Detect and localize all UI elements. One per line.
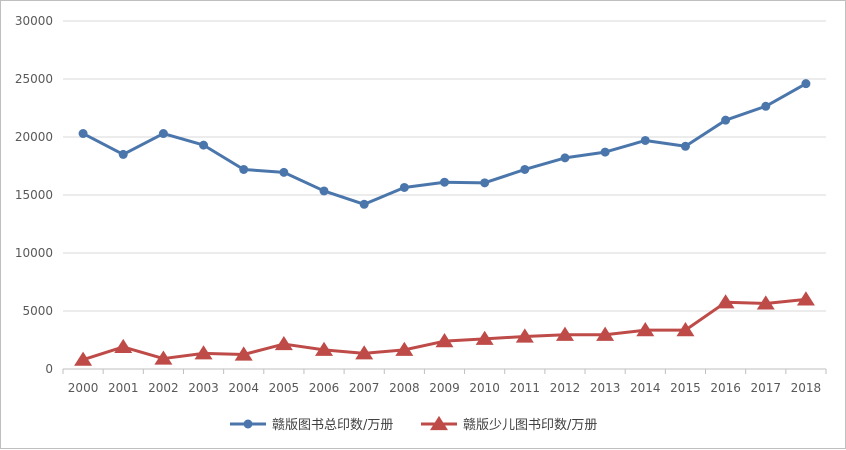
data-point bbox=[359, 199, 369, 209]
x-tick-label: 2016 bbox=[710, 381, 741, 395]
data-point bbox=[801, 79, 811, 89]
legend-marker bbox=[243, 419, 253, 429]
x-tick-label: 2000 bbox=[68, 381, 99, 395]
data-point bbox=[199, 140, 209, 150]
data-point bbox=[319, 186, 329, 196]
data-point bbox=[239, 164, 249, 174]
data-point bbox=[194, 345, 213, 360]
data-point bbox=[78, 129, 88, 139]
data-point bbox=[279, 167, 289, 177]
x-tick-label: 2010 bbox=[469, 381, 500, 395]
data-point bbox=[796, 291, 815, 306]
data-point bbox=[761, 101, 771, 111]
x-tick-label: 2004 bbox=[228, 381, 259, 395]
x-tick-label: 2012 bbox=[550, 381, 581, 395]
data-point bbox=[520, 164, 530, 174]
x-axis: 2000 2001 2002 2003 2004 2005 2006 2007 2008 2009… bbox=[62, 368, 827, 395]
data-point bbox=[600, 147, 610, 157]
x-tick-label: 2002 bbox=[148, 381, 179, 395]
data-point bbox=[480, 178, 490, 188]
x-tick-label: 2001 bbox=[108, 381, 139, 395]
x-tick-label: 2007 bbox=[349, 381, 380, 395]
data-point bbox=[315, 341, 334, 356]
data-point bbox=[555, 326, 574, 341]
x-tick-label: 2006 bbox=[309, 381, 340, 395]
data-point bbox=[158, 129, 168, 139]
y-tick-label: 15000 bbox=[15, 188, 53, 202]
data-point bbox=[274, 335, 293, 351]
data-point bbox=[475, 330, 494, 345]
data-point bbox=[435, 333, 454, 348]
data-point bbox=[399, 182, 409, 192]
legend-label: 赣版图书总印数/万册 bbox=[272, 418, 393, 433]
x-tick-label: 2008 bbox=[389, 381, 420, 395]
data-point bbox=[355, 345, 374, 360]
x-tick-label: 2003 bbox=[188, 381, 219, 395]
legend: 赣版图书总印数/万册 赣版少儿图书印数/万册 bbox=[230, 415, 597, 433]
data-point bbox=[114, 338, 133, 354]
gridlines bbox=[63, 20, 826, 312]
y-tick-label: 20000 bbox=[15, 130, 53, 144]
x-tick-label: 2011 bbox=[510, 381, 541, 395]
legend-marker bbox=[430, 415, 448, 431]
x-tick-label: 2017 bbox=[750, 381, 781, 395]
y-axis: 0 5000 10000 15000 20000 25000 30000 bbox=[15, 14, 53, 376]
y-tick-label: 0 bbox=[45, 362, 53, 376]
series-layer bbox=[74, 79, 815, 366]
x-tick-label: 2013 bbox=[590, 381, 621, 395]
data-point bbox=[234, 346, 253, 361]
data-point bbox=[74, 351, 93, 366]
data-point bbox=[560, 153, 570, 163]
x-tick-label: 2015 bbox=[670, 381, 701, 395]
data-point bbox=[640, 135, 650, 145]
data-point bbox=[515, 328, 534, 343]
data-point bbox=[756, 295, 775, 310]
y-tick-label: 30000 bbox=[15, 14, 53, 28]
data-point bbox=[154, 350, 173, 365]
data-point bbox=[118, 149, 128, 159]
y-tick-label: 10000 bbox=[15, 246, 53, 260]
x-tick-label: 2005 bbox=[269, 381, 300, 395]
series-line-2 bbox=[81, 297, 808, 362]
y-tick-label: 5000 bbox=[22, 304, 53, 318]
legend-label: 赣版少儿图书印数/万册 bbox=[463, 418, 597, 433]
data-point bbox=[721, 115, 731, 125]
data-point bbox=[440, 177, 449, 187]
x-tick-label: 2009 bbox=[429, 381, 460, 395]
data-point bbox=[636, 322, 655, 337]
x-tick-label: 2014 bbox=[630, 381, 661, 395]
y-tick-label: 25000 bbox=[15, 72, 53, 86]
data-point bbox=[680, 141, 690, 151]
data-point bbox=[716, 294, 735, 309]
x-tick-label: 2018 bbox=[791, 381, 822, 395]
data-point bbox=[596, 326, 615, 341]
data-point bbox=[395, 341, 414, 356]
data-point bbox=[676, 322, 695, 337]
